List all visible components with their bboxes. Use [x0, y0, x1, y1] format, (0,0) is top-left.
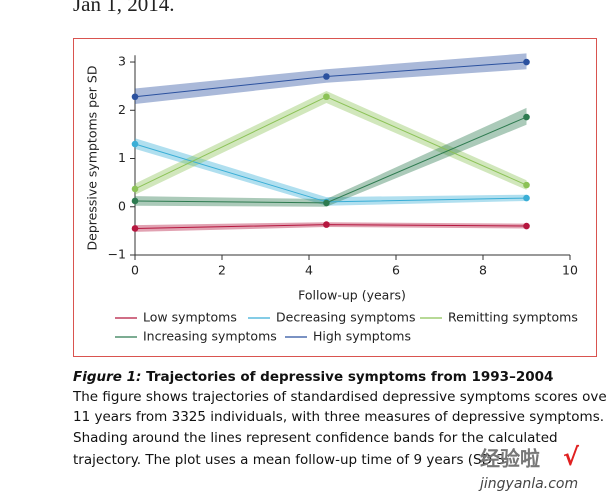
caption-line: 11 years from 3325 individuals, with thr… [73, 409, 604, 425]
data-point [523, 113, 530, 121]
x-tick-label: 0 [131, 263, 139, 278]
data-point [131, 93, 139, 101]
confidence-band [135, 107, 527, 207]
caption-line: The figure shows trajectories of standar… [72, 389, 607, 405]
x-axis-label: Follow-up (years) [298, 288, 406, 303]
data-point [523, 194, 530, 202]
confidence-band [135, 222, 527, 232]
caption-line: trajectory. The plot uses a mean follow-… [73, 452, 509, 468]
watermark-brand: 经验啦 [480, 447, 540, 471]
y-tick-label: 0 [118, 198, 126, 213]
y-tick-label: −1 [108, 247, 126, 262]
watermark-check: √ [563, 443, 580, 471]
x-tick-label: 2 [218, 263, 226, 278]
legend-label: Increasing symptoms [143, 329, 277, 344]
y-tick-label: 2 [118, 102, 126, 117]
legend-label: Remitting symptoms [448, 310, 578, 325]
caption-label: Figure 1: [73, 369, 141, 385]
series-line [134, 143, 527, 203]
x-tick-label: 4 [305, 263, 313, 278]
data-point [131, 197, 139, 205]
x-tick-label: 10 [562, 263, 578, 278]
y-tick-label: 1 [118, 150, 126, 165]
plot: −1 0 1 2 3 0 2 4 6 8 10 Low symptoms Decreasing symp… [108, 53, 578, 344]
legend-label: Decreasing symptoms [276, 310, 415, 325]
data-point [523, 181, 530, 189]
data-point [323, 221, 330, 228]
data-point [131, 140, 139, 148]
y-axis-label: Depressive symptoms per SD [85, 66, 100, 251]
data-point [131, 225, 139, 232]
x-tick-label: 6 [392, 263, 400, 278]
legend-label: High symptoms [313, 329, 411, 344]
data-point [131, 185, 139, 193]
legend-label: Low symptoms [143, 310, 237, 325]
caption-title: Trajectories of depressive symptoms from… [146, 369, 553, 385]
data-point [523, 58, 530, 66]
y-tick-label: 3 [118, 54, 126, 69]
header: Jan 1, 2014. [73, 0, 175, 16]
data-point [523, 222, 530, 230]
watermark-url: jingyanla.com [478, 476, 578, 492]
x-tick-label: 8 [479, 263, 487, 278]
confidence-band [135, 53, 527, 104]
caption-line: Shading around the lines represent confi… [73, 430, 558, 446]
caption-heading: Figure 1: Trajectories of depressive sym… [73, 369, 553, 385]
data-point [323, 199, 330, 207]
figure-frame [73, 38, 597, 357]
data-point [323, 73, 330, 80]
data-point [323, 93, 330, 101]
